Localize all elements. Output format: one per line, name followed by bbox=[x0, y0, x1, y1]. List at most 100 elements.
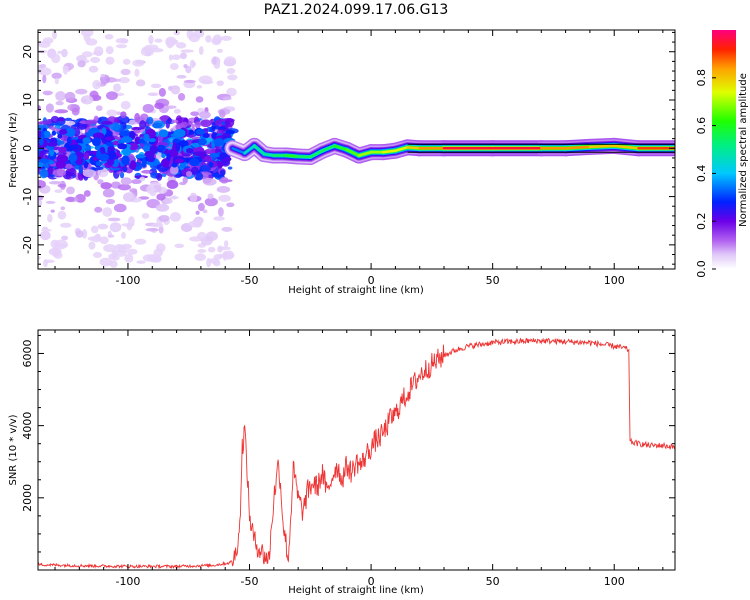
heatmap-speckle bbox=[211, 121, 216, 132]
heatmap-speckle bbox=[105, 46, 114, 55]
heatmap-speckle bbox=[194, 253, 206, 262]
heatmap-band-blob bbox=[107, 145, 115, 153]
heatmap-speckle bbox=[60, 206, 66, 211]
heatmap-speckle bbox=[121, 231, 126, 239]
heatmap-speckle bbox=[192, 217, 203, 228]
heatmap-speckle bbox=[49, 126, 56, 130]
heatmap-band-blob bbox=[119, 130, 131, 137]
heatmap-band-blob bbox=[209, 152, 220, 158]
heatmap-speckle bbox=[163, 105, 177, 109]
heatmap-speckle bbox=[75, 230, 84, 238]
heatmap-speckle bbox=[146, 116, 154, 125]
heatmap-speckle bbox=[189, 192, 198, 203]
heatmap-speckle bbox=[216, 185, 231, 193]
heatmap-speckle bbox=[82, 169, 97, 178]
heatmap-speckle bbox=[224, 118, 235, 128]
heatmap-speckle bbox=[190, 166, 199, 176]
heatmap-speckle bbox=[140, 113, 149, 121]
snr-xtick-label: 50 bbox=[486, 575, 500, 588]
heatmap-speckle bbox=[105, 56, 115, 65]
heatmap-band-blob bbox=[208, 161, 214, 168]
heatmap-band-blob bbox=[161, 153, 166, 159]
heatmap-speckle bbox=[223, 240, 229, 248]
heatmap-xtick-label: 100 bbox=[604, 274, 625, 287]
heatmap-speckle bbox=[226, 68, 236, 74]
ridge-segment bbox=[381, 149, 397, 154]
heatmap-band-blob bbox=[173, 128, 186, 138]
heatmap-speckle bbox=[165, 36, 177, 47]
heatmap-speckle bbox=[169, 165, 179, 175]
heatmap-speckle bbox=[224, 56, 237, 67]
heatmap-speckle bbox=[141, 212, 150, 219]
heatmap-speckle bbox=[200, 119, 212, 128]
heatmap-speckle bbox=[168, 54, 173, 61]
ridge-segment bbox=[231, 147, 246, 155]
heatmap-speckle bbox=[107, 217, 121, 222]
ridge-segment bbox=[309, 149, 324, 159]
colorbar-tick-label: 0.4 bbox=[695, 165, 708, 183]
heatmap-speckle bbox=[183, 63, 188, 69]
heatmap-speckle bbox=[221, 226, 233, 232]
heatmap-band-blob bbox=[178, 140, 189, 147]
colorbar-ticks: 0.0 0.2 0.4 0.6 0.8 bbox=[695, 69, 716, 278]
heatmap-speckle bbox=[150, 83, 162, 89]
heatmap-speckle bbox=[42, 90, 54, 95]
heatmap-speckle bbox=[180, 49, 194, 53]
heatmap-speckle bbox=[175, 42, 187, 49]
colorbar-tick-label: 0.8 bbox=[695, 69, 708, 87]
heatmap-band-blob bbox=[55, 160, 66, 169]
heatmap-speckle bbox=[213, 216, 225, 221]
heatmap-xtick-label: -50 bbox=[241, 274, 259, 287]
heatmap-speckle bbox=[59, 222, 72, 228]
heatmap-speckle bbox=[117, 245, 128, 254]
ridge-segment bbox=[564, 145, 592, 150]
heatmap-band-blob bbox=[91, 137, 101, 147]
heatmap-speckle bbox=[222, 96, 232, 101]
heatmap-speckle bbox=[92, 251, 102, 259]
heatmap-speckle bbox=[105, 198, 116, 205]
heatmap-speckle bbox=[194, 121, 201, 129]
heatmap-speckle bbox=[94, 206, 103, 213]
heatmap-speckle bbox=[223, 250, 235, 260]
snr-content bbox=[38, 337, 675, 570]
heatmap-speckle bbox=[100, 73, 106, 78]
heatmap-speckle bbox=[206, 126, 214, 132]
heatmap-band-blob bbox=[122, 147, 132, 157]
heatmap-xlabel: Height of straight line (km) bbox=[288, 285, 424, 296]
heatmap-speckle bbox=[166, 179, 179, 190]
heatmap-band-blob bbox=[107, 153, 116, 160]
heatmap-speckle bbox=[133, 127, 140, 131]
heatmap-speckle bbox=[88, 65, 99, 73]
heatmap-speckle bbox=[54, 189, 63, 193]
heatmap-speckle bbox=[129, 188, 138, 193]
heatmap-speckle bbox=[169, 62, 179, 71]
heatmap-speckle bbox=[219, 176, 229, 184]
heatmap-speckle bbox=[48, 180, 63, 185]
heatmap-speckle bbox=[167, 117, 172, 124]
heatmap-band-blob bbox=[160, 158, 170, 168]
heatmap-band-blob bbox=[175, 142, 181, 152]
heatmap-speckle bbox=[57, 50, 62, 54]
snr-xtick-label: -50 bbox=[241, 575, 259, 588]
heatmap-speckle bbox=[81, 51, 93, 58]
heatmap-speckle bbox=[145, 227, 159, 232]
snr-ytick-label: 2000 bbox=[21, 484, 34, 512]
heatmap-speckle bbox=[47, 167, 54, 175]
heatmap-speckle bbox=[39, 64, 47, 68]
heatmap-ytick-label: -20 bbox=[21, 236, 34, 254]
snr-frame bbox=[37, 329, 676, 571]
heatmap-speckle bbox=[77, 60, 86, 68]
heatmap-speckle bbox=[173, 108, 181, 114]
heatmap-band-blob bbox=[105, 141, 115, 147]
heatmap-speckle bbox=[100, 182, 112, 190]
heatmap-speckle bbox=[182, 176, 188, 184]
heatmap-band-blob bbox=[174, 158, 185, 163]
heatmap-speckle bbox=[227, 74, 238, 81]
heatmap-band-blob bbox=[43, 131, 50, 137]
heatmap-speckle bbox=[66, 186, 75, 195]
ridge-segment bbox=[612, 144, 640, 150]
heatmap-speckle bbox=[55, 91, 66, 102]
heatmap-band-blob bbox=[157, 144, 166, 152]
colorbar-tick-label: 0.0 bbox=[695, 260, 708, 278]
heatmap-speckle bbox=[45, 103, 54, 113]
